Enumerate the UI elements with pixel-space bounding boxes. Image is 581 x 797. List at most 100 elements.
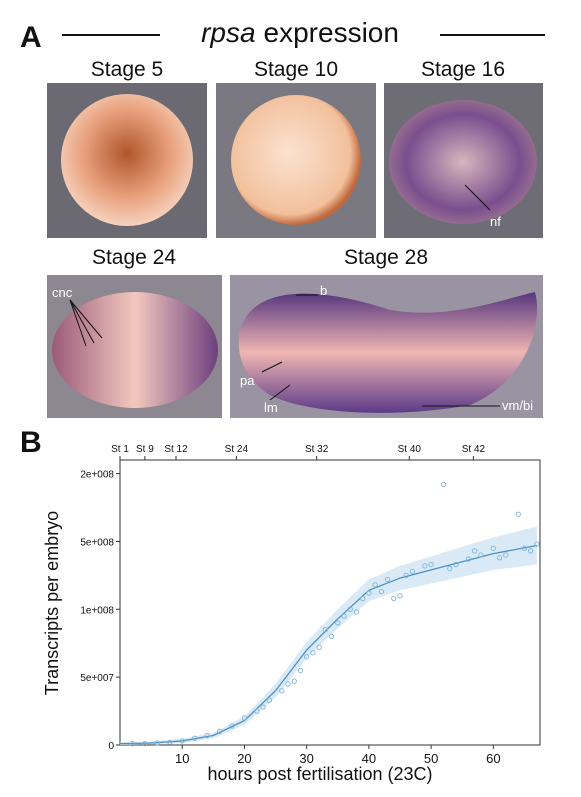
data-point — [397, 593, 403, 599]
data-point — [422, 563, 428, 569]
data-point — [167, 739, 173, 745]
embryo — [52, 292, 218, 408]
data-point — [254, 708, 260, 714]
x2-tick-label: St 12 — [164, 444, 188, 455]
data-point — [353, 609, 360, 615]
data-point — [465, 556, 472, 562]
y-tick-label: 2e+008 — [80, 470, 114, 481]
panel-label: A — [20, 21, 42, 54]
panel-title: rpsa expression — [201, 17, 399, 48]
data-point — [179, 738, 185, 744]
x2-tick-label: St 1 — [111, 444, 129, 455]
chart: 0 5e+007 1e+008 5e+008 2e+008 10 20 30 40 50 60 St … — [80, 444, 541, 766]
embryo-images — [47, 83, 543, 418]
data-point — [440, 481, 447, 488]
y-tick-label: 5e+008 — [80, 537, 114, 548]
data-point — [142, 740, 148, 747]
data-point — [428, 561, 434, 568]
x2-tick-label: St 40 — [398, 444, 422, 455]
gene-name: rpsa — [201, 17, 255, 48]
data-point — [216, 728, 223, 735]
data-point — [378, 588, 384, 595]
y-tick-label: 5e+007 — [80, 673, 114, 684]
data-point — [341, 613, 347, 619]
data-point — [515, 511, 521, 517]
x-axis-label: hours post fertilisation (23C) — [207, 764, 432, 784]
stage-label: Stage 16 — [421, 58, 505, 81]
data-point — [503, 552, 509, 558]
data-point — [229, 723, 235, 729]
stage-label: Stage 28 — [344, 246, 428, 269]
data-point — [534, 541, 540, 547]
stage-label: Stage 10 — [254, 58, 338, 81]
data-point — [366, 590, 372, 596]
embryo — [61, 94, 193, 226]
y-axis-label: Transcripts per embryo — [42, 511, 62, 695]
data-point — [260, 704, 266, 710]
data-point — [279, 688, 285, 694]
pointer — [69, 299, 103, 339]
data-point — [447, 565, 453, 572]
stage-label: Stage 24 — [92, 246, 176, 269]
data-point — [472, 548, 478, 554]
embryo — [238, 292, 538, 413]
data-point — [521, 545, 528, 551]
data-point — [266, 697, 272, 703]
x2-tick-label: St 42 — [462, 444, 486, 455]
data-point — [204, 732, 210, 739]
data-point — [496, 555, 503, 561]
data-point — [360, 595, 366, 602]
data-point — [403, 572, 409, 579]
data-point — [241, 715, 248, 721]
x-tick-label: 30 — [299, 751, 313, 766]
data-point — [528, 548, 534, 554]
embryo — [389, 100, 537, 224]
data-point — [322, 626, 328, 633]
data-point — [304, 654, 310, 660]
data-point — [391, 595, 397, 602]
data-point — [291, 678, 297, 684]
data-point — [453, 561, 459, 568]
annotation: vm/bi — [502, 398, 533, 413]
pointer — [261, 361, 283, 373]
panel-label: B — [20, 426, 42, 459]
annotation: pa — [240, 373, 255, 388]
data-point — [490, 545, 496, 551]
title-text: expression — [264, 17, 399, 48]
data-point — [154, 740, 160, 746]
x-tick-label: 60 — [486, 751, 500, 766]
y-tick-label: 0 — [108, 741, 114, 752]
x-tick-label: 50 — [424, 751, 438, 766]
data-point — [297, 667, 304, 674]
stage-label: Stage 5 — [91, 58, 163, 81]
data-point — [285, 681, 291, 687]
data-point — [335, 620, 341, 626]
embryo — [231, 95, 361, 225]
annotation: cnc — [52, 285, 73, 300]
pointer — [69, 299, 95, 344]
data-point — [409, 568, 416, 574]
confidence-band — [120, 526, 537, 745]
data-point — [478, 552, 484, 558]
x2-tick-label: St 9 — [136, 444, 154, 455]
data-point — [316, 644, 322, 650]
data-point — [310, 650, 316, 656]
x2-tick-label: St 32 — [305, 444, 329, 455]
annotation: lm — [264, 400, 278, 415]
x-tick-label: 10 — [175, 751, 189, 766]
data-point — [372, 582, 378, 588]
annotation: b — [320, 283, 327, 298]
x-tick-label: 20 — [237, 751, 251, 766]
data-point — [347, 606, 353, 612]
plot-frame — [119, 459, 541, 746]
data-point — [384, 576, 391, 583]
data-point — [129, 740, 136, 747]
data-point — [192, 735, 198, 741]
pointer — [269, 384, 291, 401]
y-tick-label: 1e+008 — [80, 605, 114, 616]
pointer — [69, 299, 87, 347]
pointer — [464, 184, 491, 211]
data-point — [328, 633, 335, 640]
x2-tick-label: St 24 — [225, 444, 249, 455]
